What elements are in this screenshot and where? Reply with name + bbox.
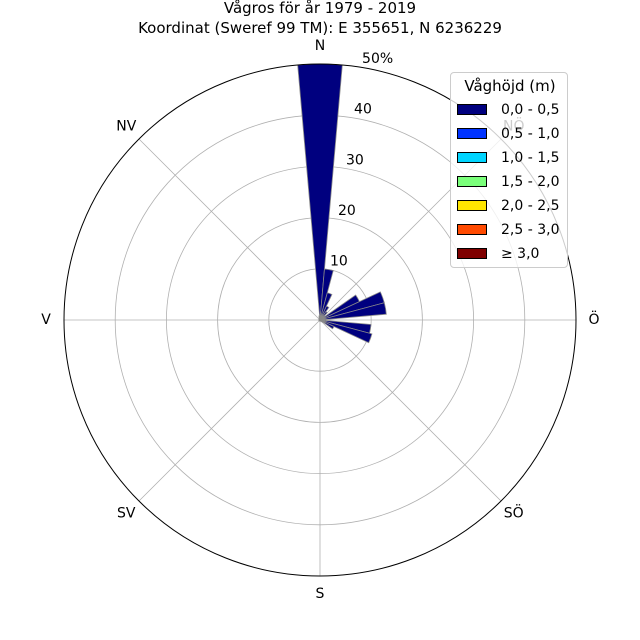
direction-label-s: S [316, 586, 325, 602]
legend-label: ≥ 3,0 [501, 246, 540, 262]
legend: Våghöjd (m) 0,0 - 0,5 0,5 - 1,0 1,0 - 1,5 1… [450, 72, 568, 268]
legend-label: 2,0 - 2,5 [501, 198, 560, 214]
direction-label-n: N [315, 38, 325, 54]
legend-swatch [457, 128, 487, 139]
legend-label: 1,0 - 1,5 [501, 150, 560, 166]
legend-item: ≥ 3,0 [457, 245, 567, 263]
legend-item: 0,0 - 0,5 [457, 101, 567, 119]
legend-item: 0,5 - 1,0 [457, 125, 567, 143]
legend-label: 1,5 - 2,0 [501, 174, 560, 190]
bar-0-dir-80 [319, 302, 387, 321]
legend-swatch [457, 248, 487, 259]
bar-0-dir-0 [297, 63, 343, 321]
legend-item: 2,0 - 2,5 [457, 197, 567, 215]
direction-label-sö: SÖ [504, 504, 524, 522]
legend-title: Våghöjd (m) [464, 77, 556, 95]
sector-bars [297, 63, 387, 344]
axis-labels: NNVVSVSSÖÖNÖ1020304050% [41, 38, 599, 602]
legend-swatch [457, 152, 487, 163]
legend-label: 0,5 - 1,0 [501, 126, 560, 142]
legend-item: 2,5 - 3,0 [457, 221, 567, 239]
legend-label: 2,5 - 3,0 [501, 222, 560, 238]
gridline-sv [138, 319, 321, 502]
radial-tick-label: 10 [330, 253, 348, 269]
direction-label-sv: SV [117, 506, 136, 522]
chart-title: Vågros för år 1979 - 2019 [223, 0, 417, 17]
bar-0-dir-120 [319, 319, 335, 330]
legend-swatch [457, 200, 487, 211]
chart-subtitle: Koordinat (Sweref 99 TM): E 355651, N 62… [138, 19, 502, 37]
legend-swatch [457, 176, 487, 187]
radial-tick-label: 20 [338, 203, 356, 219]
legend-swatch [457, 104, 487, 115]
legend-item: 1,0 - 1,5 [457, 149, 567, 167]
polar-frame [63, 63, 577, 577]
gridline-nv [138, 138, 321, 321]
radial-tick-label: 30 [346, 152, 364, 168]
bar-0-dir-350 [318, 315, 321, 321]
legend-label: 0,0 - 0,5 [501, 102, 560, 118]
direction-label-nv: NV [116, 118, 136, 134]
radial-tick-label: 50% [362, 51, 393, 67]
radial-tick-label: 40 [354, 102, 372, 118]
direction-label-ö: Ö [588, 310, 599, 328]
legend-swatch [457, 224, 487, 235]
legend-item: 1,5 - 2,0 [457, 173, 567, 191]
gridline-sö [319, 319, 502, 502]
direction-label-v: V [41, 312, 51, 328]
